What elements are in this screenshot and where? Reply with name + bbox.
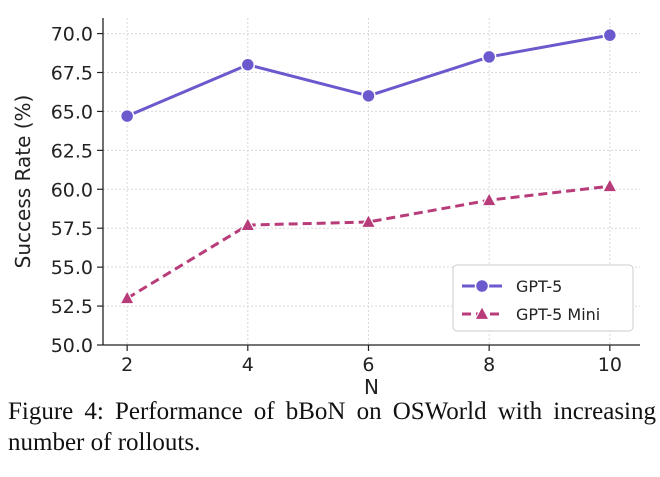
y-axis-label: Success Rate (%) <box>11 95 35 269</box>
point-gpt-5 <box>481 49 497 65</box>
legend-label-gpt-5: GPT-5 <box>516 277 562 296</box>
y-tick-label: 57.5 <box>51 218 93 240</box>
point-gpt-5 <box>119 108 135 124</box>
y-tick-label: 55.0 <box>51 257 93 279</box>
y-tick-label: 50.0 <box>51 335 93 357</box>
figure-caption: Figure 4: Performance of bBoN on OSWorld… <box>8 398 656 456</box>
legend: GPT-5 GPT-5 Mini <box>452 264 634 332</box>
x-ticks: 2 4 6 8 10 <box>121 345 622 376</box>
point-gpt-5-mini <box>239 216 256 232</box>
y-tick-label: 65.0 <box>51 101 93 123</box>
point-gpt-5 <box>361 88 376 104</box>
x-tick-label: 10 <box>598 354 622 376</box>
series <box>119 27 618 305</box>
point-gpt-5-mini <box>481 191 498 207</box>
y-ticks: 50.0 52.5 55.0 57.5 60.0 62.5 65.0 67.5 70.0 <box>51 24 103 357</box>
point-gpt-5-mini <box>601 177 618 193</box>
legend-marker-gpt-5-mini <box>473 305 491 321</box>
chart: 50.0 52.5 55.0 57.5 60.0 62.5 65.0 67.5 70.0 2 4 6… <box>11 18 640 395</box>
legend-label-gpt-5-mini: GPT-5 Mini <box>516 305 600 324</box>
y-tick-label: 60.0 <box>51 179 93 201</box>
x-tick-label: 4 <box>242 354 254 376</box>
point-gpt-5 <box>602 27 618 43</box>
legend-marker-gpt-5 <box>474 278 490 294</box>
point-gpt-5-mini <box>119 289 136 305</box>
y-tick-label: 67.5 <box>51 63 93 85</box>
x-tick-label: 6 <box>362 354 374 376</box>
point-gpt-5-mini <box>360 213 377 229</box>
point-gpt-5 <box>240 57 256 72</box>
x-tick-label: 2 <box>121 354 133 376</box>
x-axis-label: N <box>364 375 379 395</box>
x-tick-label: 8 <box>483 354 495 376</box>
series-line-gpt-5-mini <box>126 184 611 300</box>
y-tick-label: 70.0 <box>51 24 93 46</box>
y-tick-label: 62.5 <box>51 140 93 162</box>
y-tick-label: 52.5 <box>51 296 93 318</box>
